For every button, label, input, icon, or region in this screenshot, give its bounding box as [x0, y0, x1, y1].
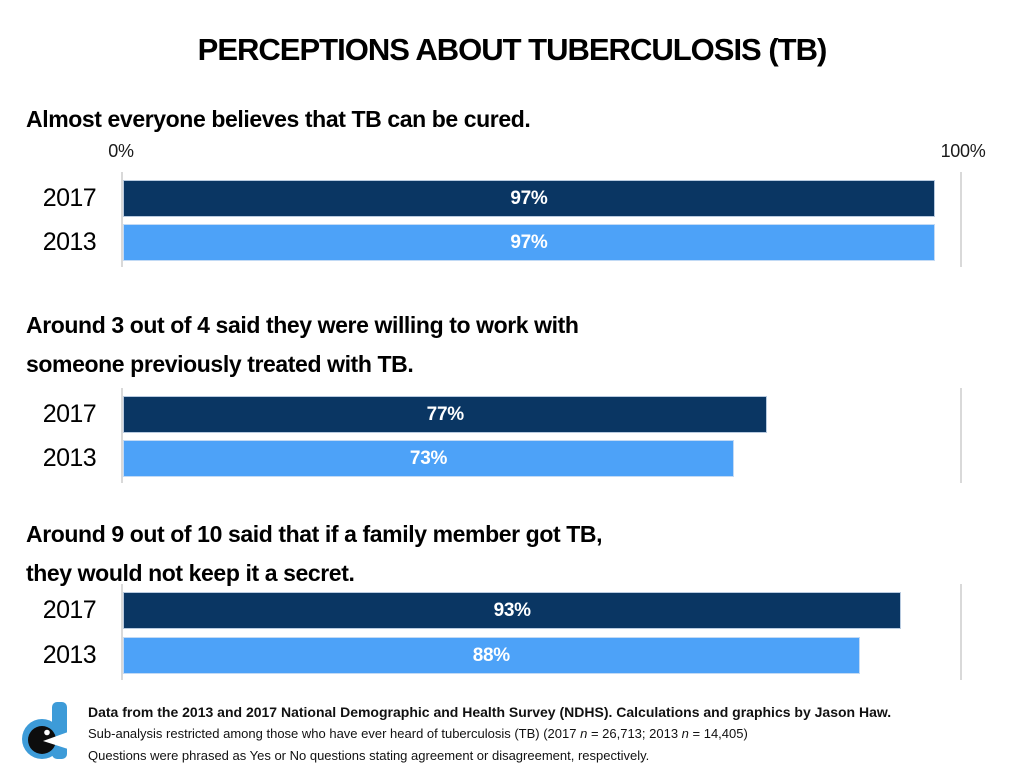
bar-2013: 73% — [123, 440, 734, 477]
bar-2013: 97% — [123, 224, 935, 261]
bar-2017: 93% — [123, 592, 902, 629]
chart-willing-to-work: 2017 2013 77% 73% — [0, 388, 1024, 483]
footer-subanalysis-line: Sub-analysis restricted among those who … — [88, 726, 748, 741]
statement-3: Around 9 out of 10 said that if a family… — [26, 521, 603, 586]
bar-value-label: 97% — [510, 231, 548, 253]
axis-label-100pct: 100% — [940, 141, 986, 161]
bar-value-label: 93% — [493, 599, 531, 621]
footer-source-line: Data from the 2013 and 2017 National Dem… — [88, 704, 892, 720]
footer-questions-line: Questions were phrased as Yes or No ques… — [88, 748, 650, 763]
plot-area: 77% 73% — [121, 388, 962, 483]
category-label-2013: 2013 — [42, 444, 97, 472]
category-label-2017: 2017 — [42, 184, 97, 212]
bar-value-label: 77% — [426, 403, 464, 425]
category-label-2013: 2013 — [42, 228, 97, 256]
plot-area: 97% 97% — [121, 172, 962, 267]
chart-tb-can-be-cured: 2017 2013 97% 97% — [0, 172, 1024, 267]
bar-2017: 97% — [123, 180, 935, 217]
plot-area: 93% 88% — [121, 584, 962, 680]
bar-2017: 77% — [123, 396, 768, 433]
category-label-2013: 2013 — [42, 641, 97, 669]
statement-2: Around 3 out of 4 said they were willing… — [26, 312, 579, 377]
category-label-2017: 2017 — [42, 596, 97, 624]
bar-value-label: 88% — [472, 644, 510, 666]
page-title: PERCEPTIONS ABOUT TUBERCULOSIS (TB) — [197, 32, 828, 67]
bar-2013: 88% — [123, 637, 860, 674]
bar-value-label: 73% — [409, 447, 448, 469]
chart-not-keep-secret: 2017 2013 93% 88% — [0, 584, 1024, 680]
axis-label-0pct: 0% — [108, 141, 134, 161]
jason-haw-d-logo-icon — [20, 702, 72, 760]
category-label-2017: 2017 — [42, 400, 97, 428]
bar-value-label: 97% — [510, 187, 548, 209]
statement-1: Almost everyone believes that TB can be … — [26, 106, 531, 132]
footer-notes: Data from the 2013 and 2017 National Dem… — [88, 701, 1008, 767]
